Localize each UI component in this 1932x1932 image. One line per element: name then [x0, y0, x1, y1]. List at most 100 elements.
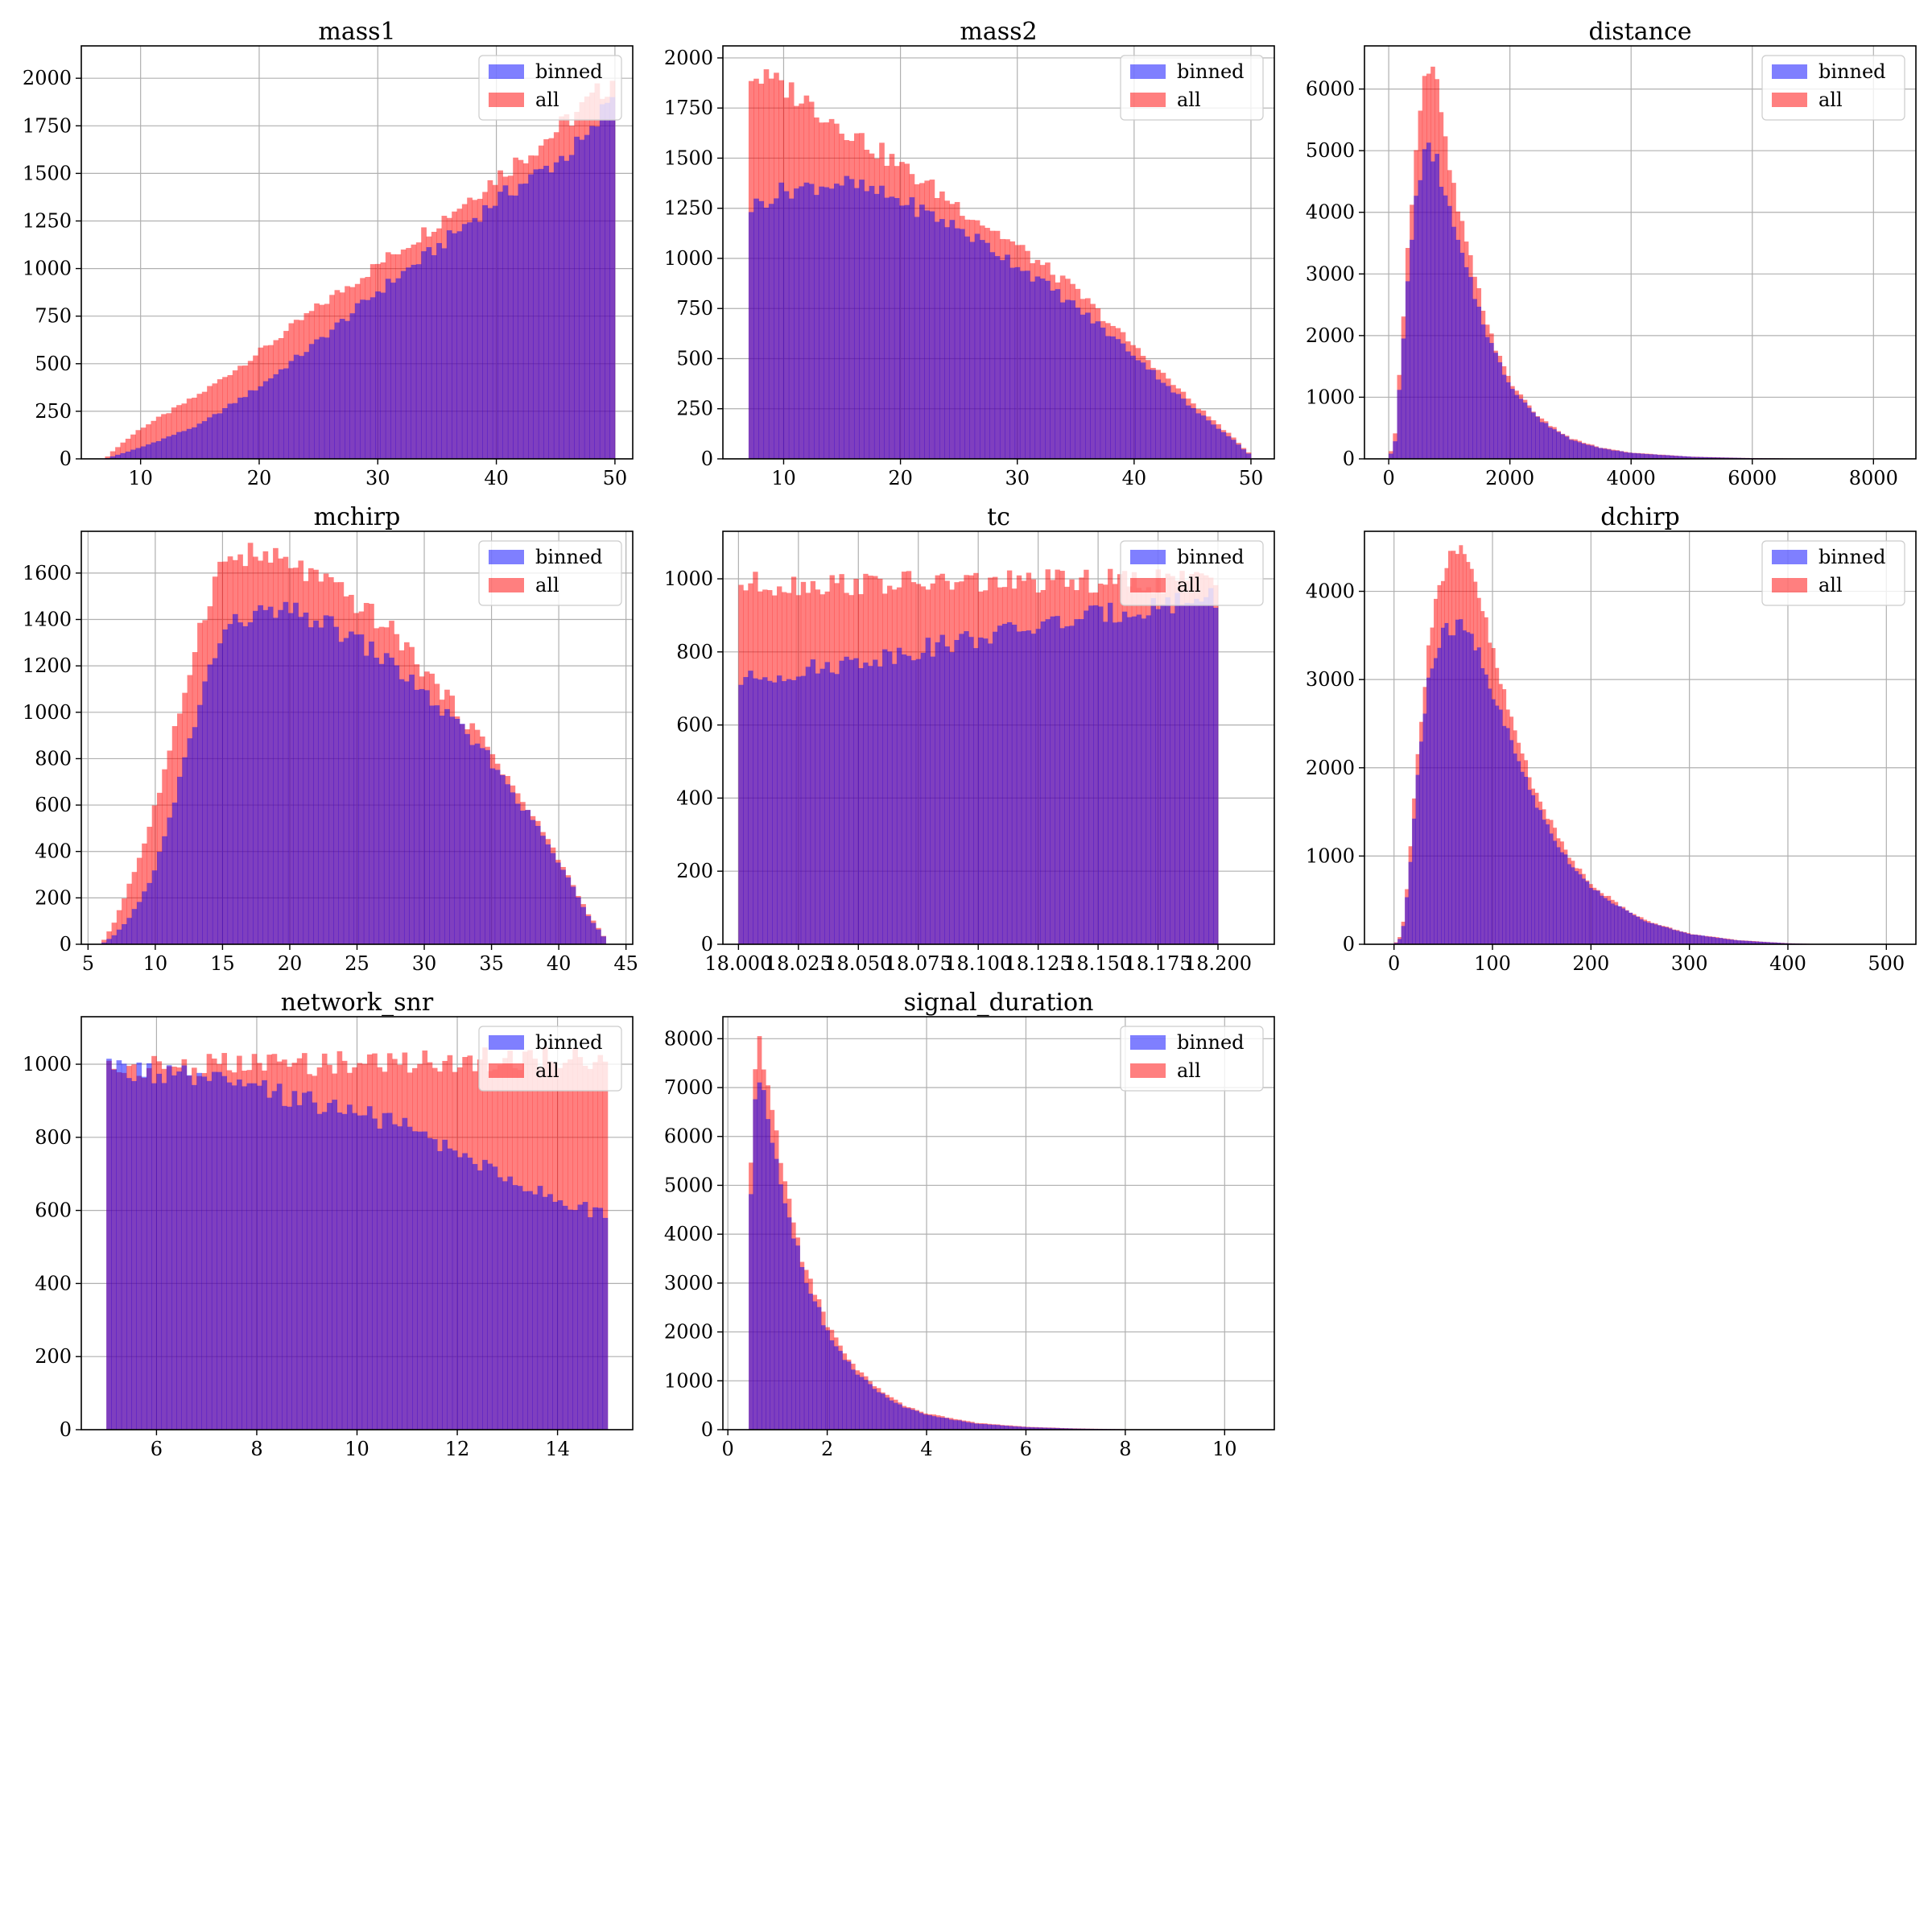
x-tick-label: 40 [1122, 467, 1147, 489]
binned-bar [808, 184, 815, 459]
binned-bar [426, 247, 432, 459]
y-tick-label: 800 [676, 641, 713, 663]
y-tick-label: 4000 [1306, 201, 1355, 224]
binned-bar [944, 646, 950, 944]
binned-bar [282, 1105, 287, 1430]
binned-bar [965, 1422, 971, 1430]
binned-bar [1046, 1427, 1051, 1430]
y-tick-label: 1000 [23, 1053, 72, 1075]
binned-bar [834, 184, 840, 460]
x-tick-label: 18.075 [885, 952, 952, 975]
y-tick-label: 0 [701, 1418, 713, 1441]
binned-bar [522, 183, 529, 459]
y-tick-label: 1500 [23, 162, 72, 184]
binned-bar [786, 1217, 792, 1430]
subplot-title: mass2 [960, 18, 1037, 46]
binned-bar [935, 642, 940, 944]
binned-bar [1498, 709, 1503, 944]
x-tick-label: 50 [1239, 467, 1264, 489]
binned-bar [839, 185, 844, 459]
binned-bar [542, 1196, 548, 1430]
binned-bar [1211, 424, 1216, 459]
y-tick-label: 4000 [664, 1223, 713, 1245]
binned-bar [412, 1131, 418, 1430]
binned-bar [1025, 270, 1030, 459]
binned-bar [403, 681, 410, 944]
binned-bar [258, 386, 264, 459]
binned-bar [366, 1106, 373, 1430]
y-tick-label: 1000 [664, 568, 713, 590]
x-tick-label: 400 [1769, 952, 1806, 975]
binned-bar [365, 299, 371, 459]
binned-bar [1629, 912, 1633, 944]
binned-bar [887, 651, 893, 944]
binned-bar [1646, 923, 1651, 944]
binned-bar [1489, 343, 1494, 459]
binned-bar [1110, 336, 1116, 459]
binned-bar [1520, 771, 1525, 944]
binned-bar [753, 678, 758, 944]
binned-bar [467, 222, 473, 459]
axes-frame [1364, 530, 1917, 945]
x-tick-label: 18.100 [944, 952, 1012, 975]
binned-bar [1441, 627, 1445, 944]
binned-bar [1155, 609, 1161, 944]
binned-bar [1437, 647, 1442, 944]
binned-bar [383, 653, 390, 944]
binned-bar [313, 620, 319, 944]
binned-bar [171, 802, 178, 944]
binned-bar [1648, 454, 1653, 459]
binned-bar [1669, 455, 1674, 459]
x-tick-label: 40 [547, 952, 572, 975]
binned-bar [543, 165, 549, 459]
y-tick-label: 7000 [664, 1076, 713, 1099]
binned-bar [850, 1369, 856, 1430]
binned-bar [1008, 1426, 1013, 1430]
binned-bar [896, 647, 902, 944]
y-tick-label: 600 [35, 794, 72, 816]
binned-bar [206, 1080, 213, 1430]
y-tick-label: 200 [676, 860, 713, 882]
binned-bar [492, 1166, 498, 1430]
binned-bar [944, 1418, 949, 1430]
binned-bar [1030, 634, 1037, 944]
x-tick-label: 30 [412, 952, 437, 975]
binned-bar [983, 638, 989, 944]
binned-bar [111, 1069, 117, 1430]
binned-bar [176, 431, 182, 459]
binned-bar [222, 629, 229, 944]
binned-bar [848, 659, 854, 944]
binned-bar [211, 1071, 217, 1430]
binned-bar [1189, 603, 1195, 944]
binned-bar [1488, 688, 1492, 944]
binned-bar [514, 803, 521, 944]
binned-bar [1588, 888, 1593, 944]
binned-bar [500, 774, 506, 944]
binned-bar [605, 102, 610, 460]
binned-bar [1769, 942, 1774, 944]
binned-bar [106, 1059, 112, 1430]
x-tick-label: 20 [888, 467, 913, 489]
binned-bar [1534, 807, 1539, 944]
binned-bar [919, 204, 925, 459]
binned-bar [221, 1075, 227, 1430]
binned-bar [1241, 449, 1247, 459]
binned-bar [1140, 362, 1146, 459]
binned-bar [1108, 602, 1113, 944]
binned-bar [575, 897, 581, 944]
binned-bar [298, 617, 304, 944]
binned-bar [378, 663, 385, 944]
y-tick-label: 200 [35, 1345, 72, 1368]
all-bar [105, 456, 111, 459]
binned-bar [1674, 456, 1678, 459]
binned-bar [1051, 1427, 1056, 1430]
binned-bar [748, 212, 754, 459]
x-tick-label: 0 [1382, 467, 1394, 489]
subplot-title: network_snr [281, 989, 434, 1017]
binned-bar [565, 877, 572, 944]
y-tick-label: 0 [701, 933, 713, 956]
binned-bar [774, 198, 779, 460]
binned-bar [474, 743, 481, 944]
binned-bar [512, 1185, 518, 1430]
binned-bar [949, 220, 956, 459]
